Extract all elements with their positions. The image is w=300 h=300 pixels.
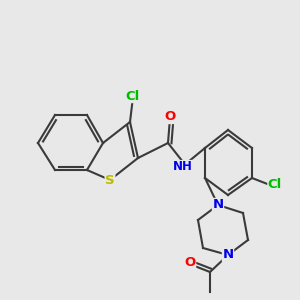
- Text: S: S: [105, 173, 115, 187]
- Text: O: O: [164, 110, 175, 124]
- Text: N: N: [222, 248, 234, 262]
- Text: N: N: [212, 199, 224, 212]
- Text: O: O: [184, 256, 196, 269]
- Text: Cl: Cl: [126, 89, 140, 103]
- Text: NH: NH: [173, 160, 193, 173]
- Text: Cl: Cl: [268, 178, 282, 191]
